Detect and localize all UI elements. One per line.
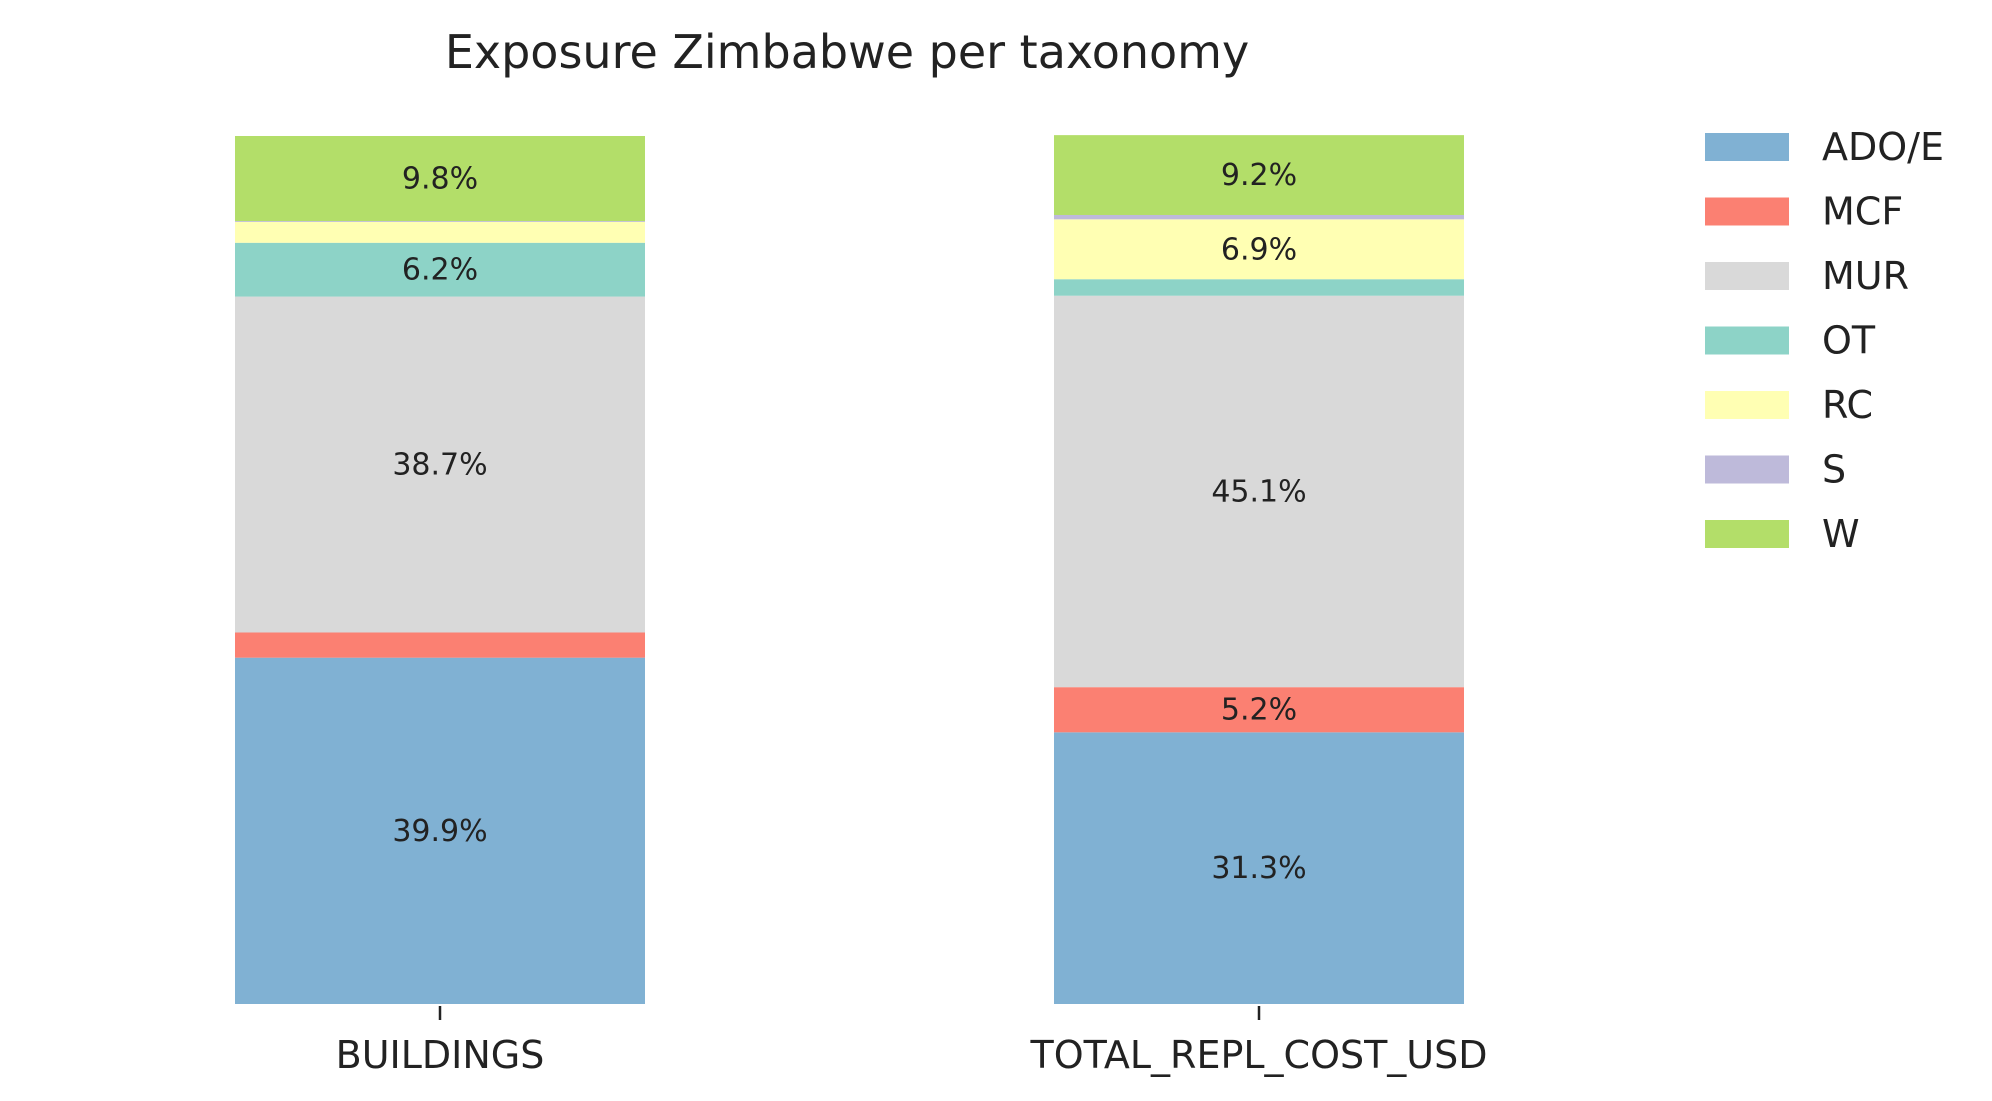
bar-label-w-buildings: 9.8% xyxy=(402,162,478,197)
bar-segment-s-total-repl-cost-usd xyxy=(1054,214,1464,220)
legend-swatch-s xyxy=(1705,455,1789,484)
legend-swatch-rc xyxy=(1705,391,1789,419)
bar-segment-mur-total-repl-cost-usd xyxy=(1054,295,1464,688)
chart-title: Exposure Zimbabwe per taxonomy xyxy=(445,25,1249,79)
bar-segment-ado-e-total-repl-cost-usd xyxy=(1054,732,1464,1004)
bar-segment-mcf-buildings xyxy=(235,632,645,658)
bar-label-mur-buildings: 38.7% xyxy=(392,448,487,483)
legend: ADO/E MCF MUR OT RC SW xyxy=(1705,125,1944,556)
legend-label-s: S xyxy=(1822,448,1846,492)
bar-segment-mcf-total-repl-cost-usd xyxy=(1054,687,1464,733)
x-tick-label-total-repl-cost-usd: TOTAL_REPL_COST_USD xyxy=(1029,1033,1487,1077)
legend-swatch-w xyxy=(1705,520,1789,548)
bar-segment-w-total-repl-cost-usd xyxy=(1054,135,1464,215)
bar-label-ado-e-buildings: 39.9% xyxy=(392,814,487,849)
legend-swatch-mcf xyxy=(1705,197,1789,226)
legend-label-ado-e: ADO/E xyxy=(1822,125,1944,169)
legend-swatch-ado-e xyxy=(1705,133,1789,161)
bar-label-ado-e-total-repl-cost-usd: 31.3% xyxy=(1211,851,1306,886)
x-axis: BUILDINGS TOTAL_REPL_COST_USD xyxy=(336,1006,1488,1077)
legend-label-w: W xyxy=(1822,512,1860,556)
bar-label-ot-buildings: 6.2% xyxy=(402,253,478,288)
bar-label-mur-total-repl-cost-usd: 45.1% xyxy=(1211,474,1306,509)
bar-segment-ot-total-repl-cost-usd xyxy=(1054,279,1464,296)
bar-label-mcf-total-repl-cost-usd: 5.2% xyxy=(1221,693,1297,728)
legend-label-rc: RC xyxy=(1822,383,1873,427)
bar-segment-rc-buildings xyxy=(235,221,645,243)
bars-layer xyxy=(235,135,1464,1004)
bar-labels-layer: 39.9% 38.7% 6.2% 9.8% 31.3% 5.2% 45.1% 6.9% 9.2% xyxy=(392,158,1306,886)
bar-segment-ado-e-buildings xyxy=(235,657,645,1004)
legend-swatch-ot xyxy=(1705,326,1789,355)
legend-label-mcf: MCF xyxy=(1822,190,1903,234)
bar-segment-w-buildings xyxy=(235,136,645,222)
bar-label-w-total-repl-cost-usd: 9.2% xyxy=(1221,158,1297,193)
bar-segment-rc-total-repl-cost-usd xyxy=(1054,219,1464,280)
legend-label-mur: MUR xyxy=(1822,254,1909,298)
bar-segment-s-buildings xyxy=(235,221,645,222)
legend-swatch-mur xyxy=(1705,262,1789,290)
bar-label-rc-total-repl-cost-usd: 6.9% xyxy=(1221,232,1297,267)
legend-label-ot: OT xyxy=(1822,319,1876,363)
x-tick-label-buildings: BUILDINGS xyxy=(336,1033,545,1077)
bar-segment-mur-buildings xyxy=(235,296,645,633)
bar-segment-ot-buildings xyxy=(235,242,645,297)
